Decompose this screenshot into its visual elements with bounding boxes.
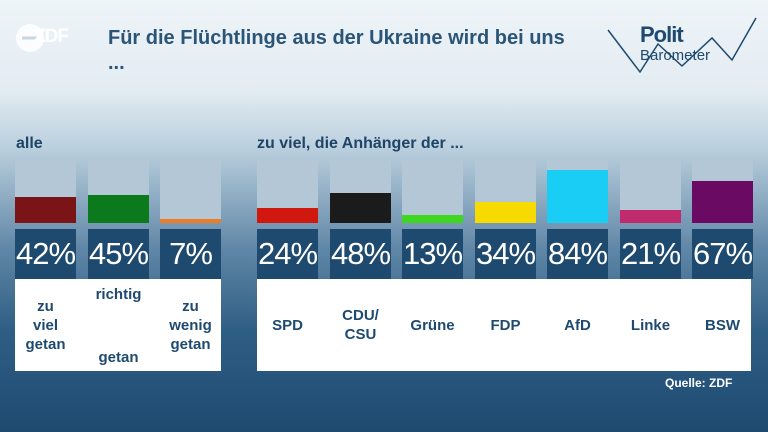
section-label-all: alle (16, 135, 43, 152)
bar-bg-bsw (692, 160, 753, 223)
brand-barometer: Barometer (640, 47, 711, 64)
bar-bg-cdu-csu (330, 160, 391, 223)
bar-zu-wenig-getan (160, 219, 221, 223)
logo-text: ZDF (34, 26, 69, 47)
bar-bg-grüne (402, 160, 463, 223)
value-label-richtig-getan: 45% (88, 229, 149, 279)
value-label-spd: 24% (257, 229, 318, 279)
bar-spd (257, 208, 318, 223)
bar-cdu-csu (330, 193, 391, 223)
bar-grüne (402, 215, 463, 223)
category-label-grüne: Grüne (410, 316, 455, 334)
bar-bg-fdp (475, 160, 536, 223)
value-label-afd: 84% (547, 229, 608, 279)
bar-bg-spd (257, 160, 318, 223)
label-area-parties (257, 279, 751, 371)
source-note: Quelle: ZDF (665, 376, 733, 390)
bar-linke (620, 210, 681, 223)
bar-bg-afd (547, 160, 608, 223)
label-area-all (15, 279, 221, 371)
zdf-logo-icon (16, 24, 44, 52)
bar-bg-zu-viel-getan (15, 160, 76, 223)
category-label-linke: Linke (630, 316, 671, 334)
page-title: Für die Flüchtlinge aus der Ukraine wird… (108, 27, 565, 74)
category-label-zu-wenig-getan: zu wenig getan (169, 297, 212, 353)
category-label-zu-viel-getan: zu viel getan (25, 297, 66, 353)
bar-fdp (475, 202, 536, 223)
category-label-richtig-getan: richtig getan (95, 286, 142, 366)
category-label-cdu-csu: CDU/CSU (342, 307, 379, 343)
section-label-parties: zu viel, die Anhänger der ... (257, 135, 464, 152)
barometer-zigzag-icon (607, 17, 757, 74)
category-label-fdp: FDP (490, 316, 521, 334)
value-label-zu-viel-getan: 42% (15, 229, 76, 279)
bar-richtig-getan (88, 195, 149, 223)
bar-bg-linke (620, 160, 681, 223)
bar-afd (547, 170, 608, 223)
bar-bg-zu-wenig-getan (160, 160, 221, 223)
category-label-afd: AfD (564, 316, 591, 334)
value-label-cdu-csu: 48% (330, 229, 391, 279)
value-label-zu-wenig-getan: 7% (160, 229, 221, 279)
value-label-linke: 21% (620, 229, 681, 279)
value-label-fdp: 34% (475, 229, 536, 279)
bar-bg-richtig-getan (88, 160, 149, 223)
brand-polit: Polit (640, 22, 684, 47)
value-label-bsw: 67% (692, 229, 753, 279)
bar-zu-viel-getan (15, 197, 76, 223)
value-label-grüne: 13% (402, 229, 463, 279)
category-label-bsw: BSW (705, 316, 740, 334)
category-label-spd: SPD (272, 316, 303, 334)
bar-bsw (692, 181, 753, 223)
